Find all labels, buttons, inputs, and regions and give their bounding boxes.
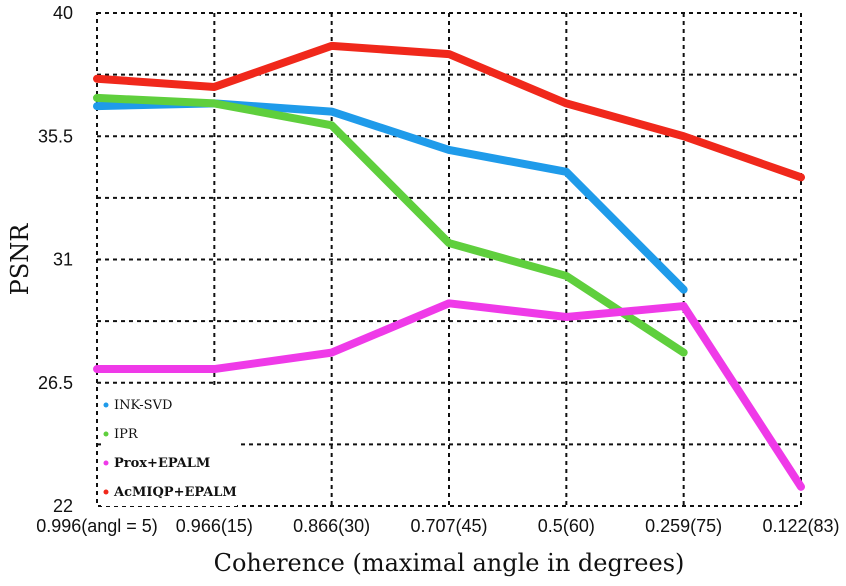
y-tick-label: 26.5 — [38, 373, 73, 393]
x-tick-label: 0.122(83) — [762, 516, 839, 536]
data-series-lines — [93, 41, 805, 491]
series-line-prox-epalm — [93, 299, 805, 491]
legend-label: INK-SVD — [114, 398, 172, 413]
x-tick-label: 0.707(45) — [410, 516, 487, 536]
legend-marker — [103, 489, 109, 495]
legend-label: IPR — [114, 427, 139, 442]
y-axis-tick-labels: 22 26.5 31 35.5 40 — [38, 3, 73, 516]
legend-marker — [103, 431, 109, 437]
y-tick-label: 40 — [53, 3, 73, 23]
grid-lines — [97, 13, 801, 506]
legend-marker — [103, 460, 109, 466]
x-tick-label: 0.866(30) — [293, 516, 370, 536]
legend-label: AcMIQP+EPALM — [113, 485, 237, 500]
y-tick-label: 35.5 — [38, 126, 73, 146]
legend: INK-SVD IPR Prox+EPALM AcMIQP+EPALM — [101, 388, 237, 506]
y-tick-label: 22 — [53, 496, 73, 516]
x-axis-title: Coherence (maximal angle in degrees) — [214, 549, 685, 577]
x-tick-label: 0.996(angl = 5) — [36, 516, 158, 536]
y-tick-label: 31 — [53, 250, 73, 270]
legend-box — [101, 388, 237, 506]
legend-label: Prox+EPALM — [114, 456, 210, 471]
x-tick-label: 0.966(15) — [176, 516, 253, 536]
legend-marker — [103, 402, 109, 408]
series-line-acmiqp-epalm — [93, 41, 805, 182]
y-axis-title: PSNR — [6, 223, 34, 296]
x-axis-tick-labels: 0.996(angl = 5) 0.966(15) 0.866(30) 0.707(4… — [36, 516, 839, 536]
x-tick-label: 0.5(60) — [538, 516, 595, 536]
series-line-ipr — [93, 93, 688, 357]
x-tick-label: 0.259(75) — [645, 516, 722, 536]
